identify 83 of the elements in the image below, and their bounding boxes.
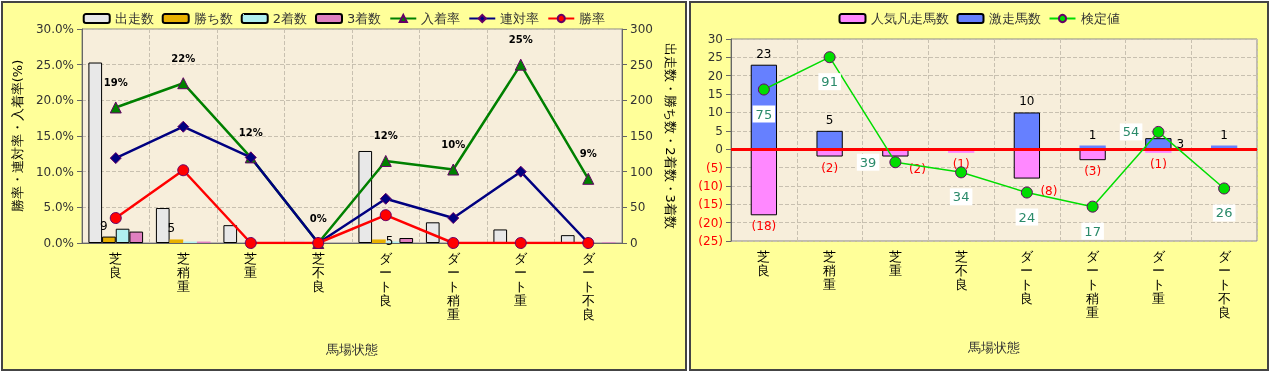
y2-tick-label: 200 bbox=[630, 93, 653, 108]
data-label: 17 bbox=[1084, 223, 1101, 239]
y-tick-label: 10.0% bbox=[35, 164, 74, 179]
y-tick-label: 25.0% bbox=[35, 57, 74, 72]
x-tick-label: ダート重 bbox=[514, 250, 529, 308]
y-tick-label: 20.0% bbox=[35, 93, 74, 108]
y2-axis-title: 出走数・勝ち数・2着数・3着数 bbox=[663, 43, 678, 229]
legend-label: 激走馬数 bbox=[988, 11, 1041, 26]
y-tick-label: 10 bbox=[707, 105, 723, 120]
x-tick-label: ダート不良 bbox=[581, 250, 596, 322]
data-label: 24 bbox=[1018, 209, 1036, 225]
y-tick-label: (20) bbox=[698, 215, 723, 230]
y2-tick-label: 250 bbox=[630, 57, 653, 72]
data-label: 22% bbox=[171, 52, 196, 64]
y-tick-label: (10) bbox=[698, 178, 723, 193]
data-label: 10 bbox=[1019, 94, 1035, 109]
data-label: 12% bbox=[238, 126, 263, 138]
data-label: (3) bbox=[1084, 164, 1102, 179]
legend-label: 人気凡走馬数 bbox=[870, 11, 949, 26]
data-label: 1 bbox=[1220, 127, 1228, 142]
x-tick-label: 芝不良 bbox=[311, 250, 325, 294]
x-tick-label: ダート稍重 bbox=[1086, 248, 1101, 320]
y-tick-label: 30.0% bbox=[35, 22, 74, 36]
y-tick-label: (5) bbox=[706, 160, 723, 175]
data-label: 26 bbox=[1215, 205, 1233, 221]
legend-label: 検定値 bbox=[1080, 11, 1120, 26]
x-tick-label: 芝重 bbox=[888, 248, 902, 278]
y2-tick-label: 100 bbox=[630, 164, 653, 179]
legend-label: 出走数 bbox=[114, 11, 154, 26]
legend-label: 勝率 bbox=[579, 11, 606, 26]
data-label: 3 bbox=[1176, 136, 1185, 151]
legend-label: 連対率 bbox=[500, 11, 540, 26]
y2-tick-label: 0 bbox=[630, 236, 638, 250]
x-tick-label: ダート良 bbox=[1020, 248, 1035, 306]
legend-label: 3着数 bbox=[347, 11, 382, 26]
y-tick-label: (25) bbox=[698, 234, 723, 248]
y-tick-label: 0.0% bbox=[43, 236, 74, 250]
data-label: 1 bbox=[1088, 127, 1097, 142]
x-tick-label: ダート良 bbox=[379, 250, 394, 308]
x-tick-label: 芝稍重 bbox=[823, 248, 837, 292]
y-tick-label: 15 bbox=[707, 87, 723, 102]
data-label: 19% bbox=[103, 76, 128, 88]
legend-label: 2着数 bbox=[272, 11, 308, 26]
data-label: 12% bbox=[373, 130, 398, 142]
data-label: 10% bbox=[441, 139, 466, 151]
x-tick-label: 芝不良 bbox=[954, 248, 968, 292]
y-tick-label: 25 bbox=[707, 50, 723, 65]
data-label: 39 bbox=[859, 154, 877, 170]
data-label: 25% bbox=[508, 34, 533, 46]
data-label: 23 bbox=[756, 46, 772, 61]
data-label: (18) bbox=[751, 219, 777, 234]
y2-tick-label: 50 bbox=[630, 200, 646, 215]
x-tick-label: 芝良 bbox=[757, 248, 771, 278]
y-tick-label: 5 bbox=[715, 123, 723, 138]
x-tick-label: ダート不良 bbox=[1217, 248, 1232, 320]
data-label: (8) bbox=[1040, 183, 1058, 198]
x-tick-label: 芝重 bbox=[244, 250, 258, 280]
y-tick-label: 20 bbox=[707, 68, 723, 83]
data-label: 0% bbox=[309, 212, 327, 224]
data-label: (2) bbox=[821, 160, 839, 175]
data-label: 91 bbox=[821, 74, 838, 90]
x-axis-title: 馬場状態 bbox=[325, 342, 378, 357]
data-label: 5 bbox=[825, 112, 834, 127]
y-tick-label: (15) bbox=[698, 197, 723, 212]
x-axis-title: 馬場状態 bbox=[967, 340, 1020, 355]
legend-label: 勝ち数 bbox=[193, 11, 233, 26]
y2-tick-label: 300 bbox=[630, 22, 653, 36]
y-tick-label: 5.0% bbox=[43, 200, 74, 215]
y-tick-label: 15.0% bbox=[35, 129, 74, 143]
data-label: (1) bbox=[1149, 156, 1167, 171]
x-tick-label: 芝良 bbox=[109, 250, 123, 280]
data-label: 34 bbox=[952, 189, 970, 205]
x-tick-label: 芝稍重 bbox=[176, 250, 190, 294]
y-axis-title: 勝率・連対率・入着率(%) bbox=[10, 59, 25, 213]
y-tick-label: 0 bbox=[715, 142, 723, 157]
data-label: 75 bbox=[755, 106, 773, 122]
x-tick-label: ダート稍重 bbox=[446, 250, 461, 322]
y-tick-label: 30 bbox=[707, 32, 723, 46]
data-label: 9% bbox=[579, 148, 597, 160]
legend-label: 入着率 bbox=[421, 11, 461, 26]
y2-tick-label: 150 bbox=[630, 129, 653, 143]
data-label: 54 bbox=[1122, 124, 1140, 140]
x-tick-label: ダート重 bbox=[1151, 248, 1166, 306]
